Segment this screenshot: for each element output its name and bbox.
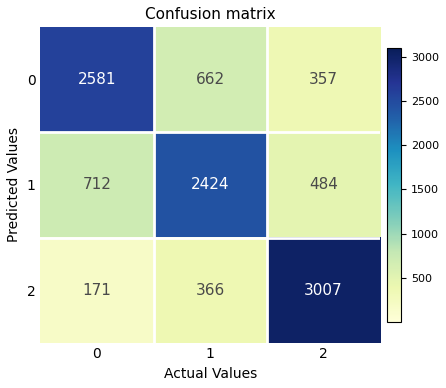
Text: 2581: 2581 (78, 72, 116, 87)
X-axis label: Actual Values: Actual Values (164, 367, 257, 381)
Text: 2424: 2424 (191, 177, 230, 192)
Text: 712: 712 (83, 177, 112, 192)
Y-axis label: Predicted Values: Predicted Values (7, 128, 21, 242)
Text: 357: 357 (309, 72, 338, 87)
Text: 366: 366 (196, 282, 225, 298)
Text: 484: 484 (309, 177, 338, 192)
Text: 3007: 3007 (304, 282, 343, 298)
Text: 662: 662 (196, 72, 225, 87)
Text: 171: 171 (83, 282, 112, 298)
Title: Confusion matrix: Confusion matrix (145, 7, 276, 22)
